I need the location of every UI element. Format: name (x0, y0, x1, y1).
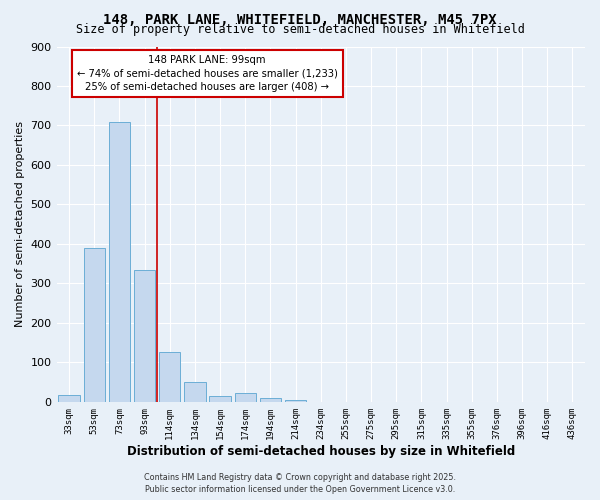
Bar (134, 270, 155, 402)
Bar (159, 352, 181, 402)
Text: Size of property relative to semi-detached houses in Whitefield: Size of property relative to semi-detach… (76, 24, 524, 36)
Text: 148 PARK LANE: 99sqm
← 74% of semi-detached houses are smaller (1,233)
25% of se: 148 PARK LANE: 99sqm ← 74% of semi-detac… (77, 56, 338, 92)
Bar (260, 398, 281, 402)
Bar (235, 393, 256, 402)
Bar (58, 395, 80, 402)
Bar (109, 122, 130, 402)
X-axis label: Distribution of semi-detached houses by size in Whitefield: Distribution of semi-detached houses by … (127, 444, 515, 458)
Bar (184, 382, 206, 402)
Bar (285, 400, 307, 402)
Text: 148, PARK LANE, WHITEFIELD, MANCHESTER, M45 7PX: 148, PARK LANE, WHITEFIELD, MANCHESTER, … (103, 12, 497, 26)
Y-axis label: Number of semi-detached properties: Number of semi-detached properties (15, 121, 25, 327)
Bar (83, 248, 105, 402)
Text: Contains HM Land Registry data © Crown copyright and database right 2025.
Public: Contains HM Land Registry data © Crown c… (144, 473, 456, 494)
Bar (209, 396, 231, 402)
